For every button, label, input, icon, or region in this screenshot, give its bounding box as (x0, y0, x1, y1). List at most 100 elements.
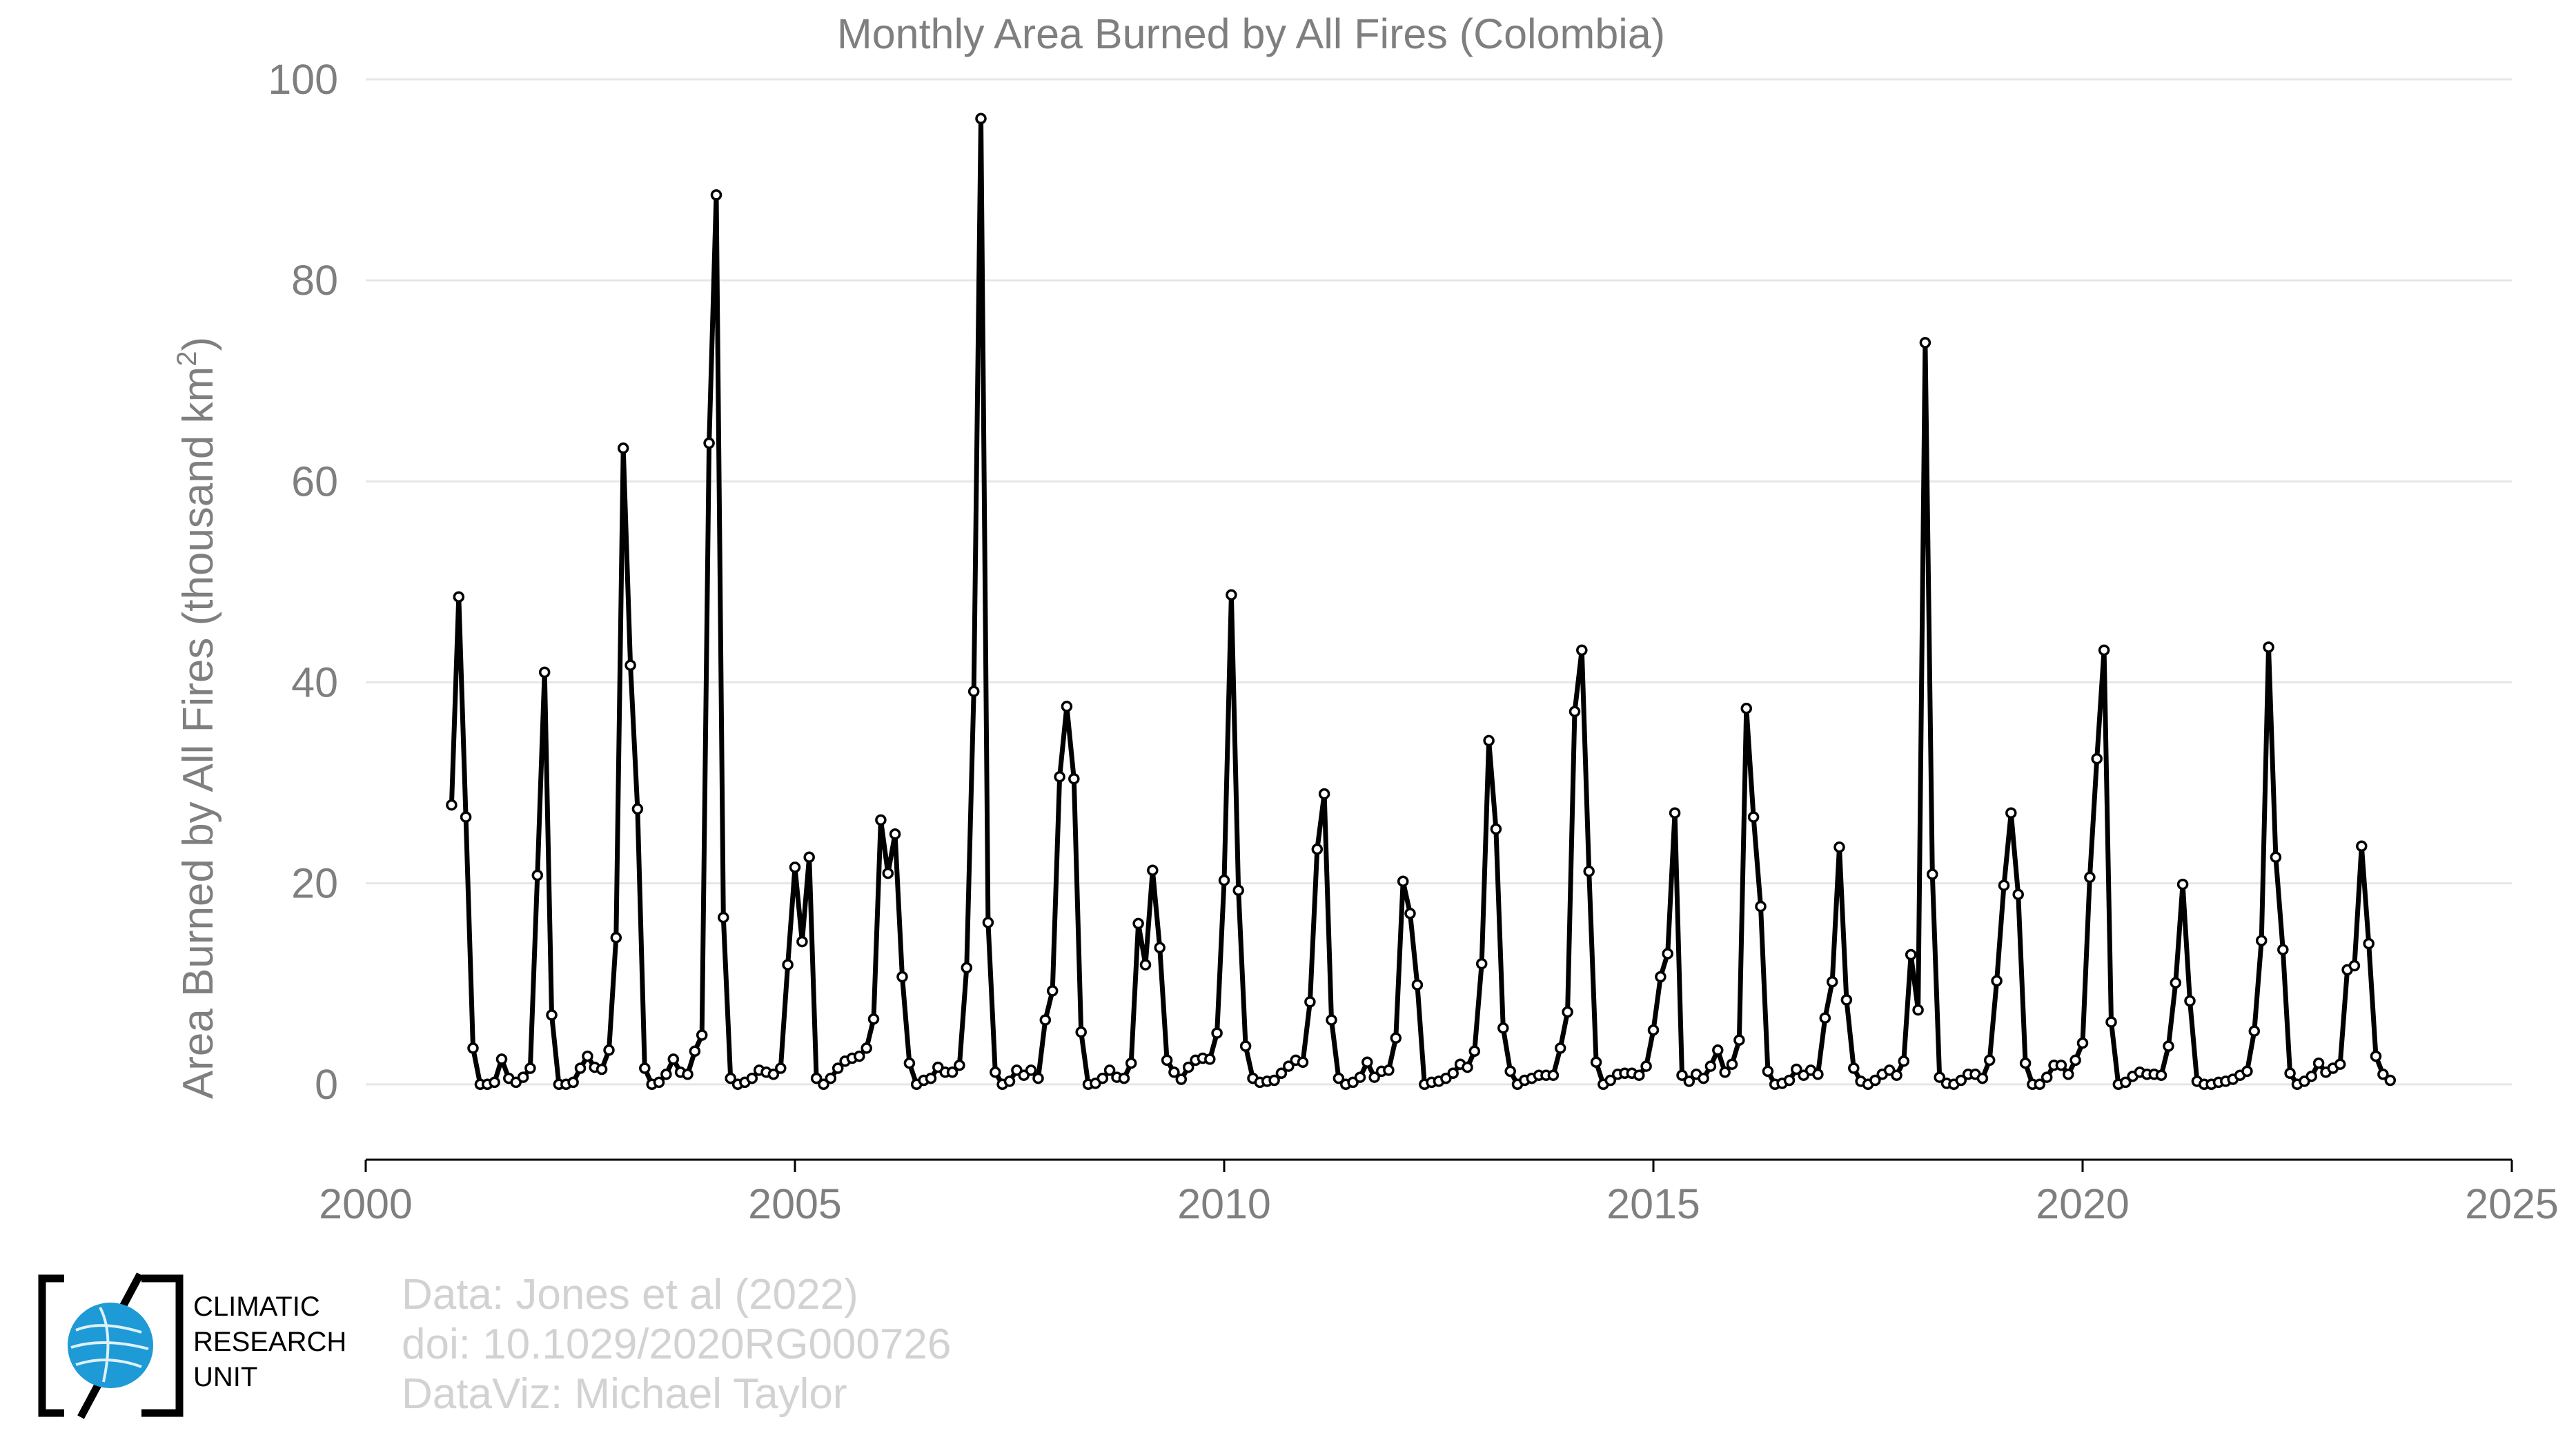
series-points (446, 113, 2397, 1091)
data-point (1275, 1067, 1288, 1080)
data-point (639, 1062, 651, 1074)
data-point (631, 803, 644, 815)
data-point (1812, 1069, 1824, 1080)
data-point (746, 1072, 758, 1084)
data-point (1583, 865, 1595, 877)
data-point (1826, 976, 1838, 988)
data-point (2312, 1057, 2325, 1069)
data-point (495, 1053, 508, 1065)
data-point (1404, 908, 1416, 919)
data-point (2255, 935, 2268, 946)
y-tick-label: 60 (291, 458, 338, 505)
y-axis-label-superscript: 2 (172, 351, 202, 367)
data-point (1061, 701, 1073, 712)
data-point (2284, 1067, 2296, 1080)
data-point (975, 113, 987, 125)
data-point (1226, 589, 1237, 601)
data-point (2356, 840, 2368, 853)
data-point (610, 932, 622, 944)
data-point (1576, 644, 1588, 656)
data-point (718, 911, 729, 924)
data-point (1054, 771, 1065, 783)
data-point (1368, 1071, 1380, 1083)
data-point (1361, 1056, 1373, 1069)
y-axis-ticks: 0 20 40 60 80 100 (268, 56, 338, 1108)
y-tick-label: 20 (291, 860, 338, 907)
data-point (1147, 864, 1159, 876)
data-point (2305, 1070, 2317, 1082)
x-tick-label: 2015 (1606, 1180, 1700, 1227)
data-point (875, 814, 887, 826)
data-point (703, 437, 715, 449)
data-point (2248, 1025, 2261, 1037)
credit-doi: doi: 10.1029/2020RG000726 (402, 1321, 952, 1368)
data-point (1032, 1072, 1044, 1084)
data-point (524, 1062, 536, 1074)
data-point (1125, 1057, 1137, 1069)
data-point (1383, 1064, 1395, 1076)
cru-logo: CLIMATIC RESEARCH UNIT (38, 1272, 369, 1420)
globe-icon (68, 1303, 153, 1388)
data-point (1447, 1067, 1459, 1080)
data-point (1919, 337, 1931, 349)
x-tick-label: 2000 (319, 1180, 413, 1227)
data-point (531, 869, 544, 882)
data-point (1569, 705, 1581, 717)
data-point (775, 1062, 787, 1074)
data-point (1647, 1024, 1660, 1036)
data-point (1497, 1022, 1509, 1034)
data-point (1475, 957, 1488, 970)
data-point (1068, 772, 1080, 785)
data-point (1462, 1061, 1473, 1073)
data-point (710, 189, 722, 201)
data-point (2019, 1057, 2032, 1069)
data-point (882, 867, 894, 879)
data-point (1168, 1067, 1180, 1078)
data-point (1590, 1056, 1602, 1069)
data-point (1740, 703, 1753, 714)
data-point (2105, 1016, 2117, 1028)
data-point (667, 1053, 680, 1065)
data-point (767, 1069, 780, 1080)
data-point (1132, 917, 1144, 930)
data-point (1139, 959, 1152, 971)
data-point (1927, 868, 1938, 880)
data-point (582, 1050, 593, 1062)
y-axis-label: Area Burned by All Fires (thousand km2) (172, 337, 222, 1099)
data-point (954, 1059, 965, 1071)
x-axis-ticks: 2000 2005 2010 2015 2020 2025 (319, 1160, 2559, 1227)
data-point (1204, 1053, 1216, 1065)
data-point (596, 1063, 608, 1075)
data-point (460, 811, 472, 823)
data-point (1046, 985, 1059, 997)
data-point (1640, 1060, 1652, 1072)
data-point (1003, 1075, 1016, 1087)
data-point (1468, 1045, 1481, 1058)
y-axis-label-text: Area Burned by All Fires (thousand km (175, 367, 222, 1099)
y-tick-label: 80 (291, 257, 338, 304)
data-point (1075, 1026, 1087, 1038)
data-point (1791, 1063, 1802, 1075)
data-point (1239, 1040, 1252, 1052)
data-point (961, 962, 973, 974)
data-point (2076, 1037, 2089, 1049)
data-point (1118, 1072, 1130, 1084)
data-point (1232, 884, 1244, 897)
data-point (2163, 1040, 2174, 1052)
data-point (1354, 1071, 1366, 1083)
data-point (1397, 875, 1409, 887)
data-point (1211, 1027, 1223, 1039)
data-point (2063, 1069, 2074, 1080)
data-point (810, 1072, 823, 1084)
data-point (1103, 1064, 1116, 1076)
data-point (1604, 1074, 1617, 1087)
data-point (896, 971, 908, 983)
data-point (2277, 944, 2289, 955)
data-point (2263, 641, 2274, 653)
data-point (725, 1072, 736, 1084)
chart-title: Monthly Area Burned by All Fires (Colomb… (837, 10, 1665, 57)
data-point (946, 1067, 958, 1078)
data-point (2384, 1074, 2397, 1087)
data-point (1182, 1061, 1194, 1073)
logo-line-1: CLIMATIC (193, 1292, 320, 1322)
